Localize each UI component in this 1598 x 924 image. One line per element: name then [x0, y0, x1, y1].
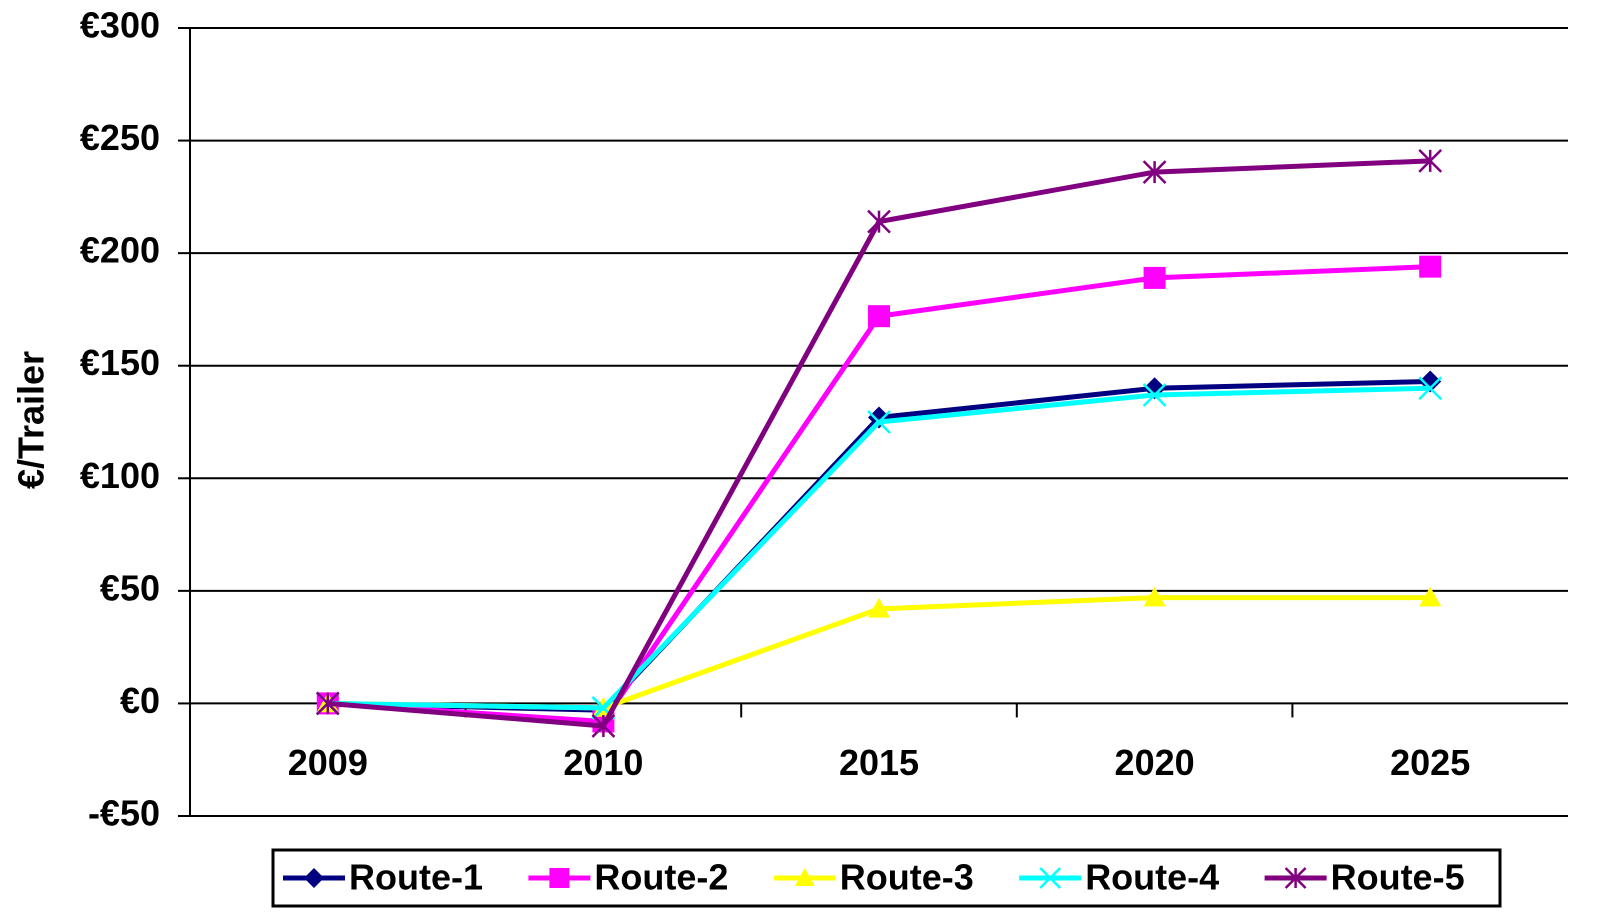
legend-label: Route-3 — [840, 857, 974, 898]
data-point — [868, 597, 890, 618]
marker-shape — [794, 868, 815, 886]
legend-label: Route-2 — [594, 857, 728, 898]
marker-shape — [1143, 266, 1166, 289]
data-point — [591, 714, 616, 738]
series-line — [327, 385, 1431, 711]
marker-shape — [868, 597, 890, 618]
data-point — [1142, 383, 1167, 407]
data-point — [867, 209, 891, 234]
series-line — [327, 378, 1431, 713]
legend: Route-1 Route-2 Route-3 Route-4 Route-5 — [271, 848, 1502, 908]
marker-shape — [1418, 148, 1443, 173]
marker-shape — [1039, 867, 1062, 889]
x-tick-label: 2015 — [839, 742, 919, 783]
marker — [549, 868, 570, 888]
marker — [794, 868, 815, 886]
marker-shape — [868, 305, 890, 328]
y-tick-label: €200 — [80, 230, 160, 271]
marker — [1039, 867, 1062, 889]
marker-shape — [1419, 586, 1442, 607]
data-point — [1143, 266, 1166, 289]
y-axis-label: €/Trailer — [11, 351, 52, 489]
x-tick-label: 2009 — [288, 742, 368, 783]
marker-shape — [549, 868, 570, 888]
x-tick-label: 2020 — [1115, 742, 1195, 783]
y-tick-label: -€50 — [88, 793, 160, 834]
marker-shape — [315, 691, 340, 716]
x-tick-label: 2025 — [1390, 742, 1470, 783]
data-point — [1419, 255, 1442, 278]
data-point — [867, 410, 891, 434]
data-point — [1418, 148, 1443, 173]
marker-shape — [1284, 867, 1307, 889]
marker-shape — [1418, 376, 1443, 401]
y-tick-label: €250 — [80, 117, 160, 158]
data-point — [1419, 586, 1442, 607]
data-point — [1142, 160, 1167, 184]
marker-shape — [304, 868, 324, 888]
legend-label: Route-5 — [1331, 857, 1465, 898]
legend-label: Route-1 — [349, 857, 483, 898]
marker-shape — [867, 410, 891, 434]
data-point — [868, 305, 890, 328]
data-point — [1143, 586, 1166, 607]
data-point — [1418, 376, 1443, 401]
y-tick-label: €150 — [80, 342, 160, 383]
y-tick-label: €0 — [120, 680, 160, 721]
y-tick-label: €300 — [80, 5, 160, 46]
marker — [304, 868, 324, 888]
series-line — [327, 264, 1431, 725]
marker — [1284, 867, 1307, 889]
data-point — [315, 691, 340, 716]
y-tick-label: €100 — [80, 455, 160, 496]
series-line — [327, 158, 1431, 729]
legend-label: Route-4 — [1085, 857, 1219, 898]
y-tick-label: €50 — [100, 567, 160, 608]
marker-shape — [867, 209, 891, 234]
marker-shape — [1419, 255, 1442, 278]
marker-shape — [1142, 160, 1167, 184]
marker-shape — [1142, 383, 1167, 407]
marker-shape — [591, 714, 616, 738]
x-tick-label: 2010 — [563, 742, 643, 783]
marker-shape — [1143, 586, 1166, 607]
